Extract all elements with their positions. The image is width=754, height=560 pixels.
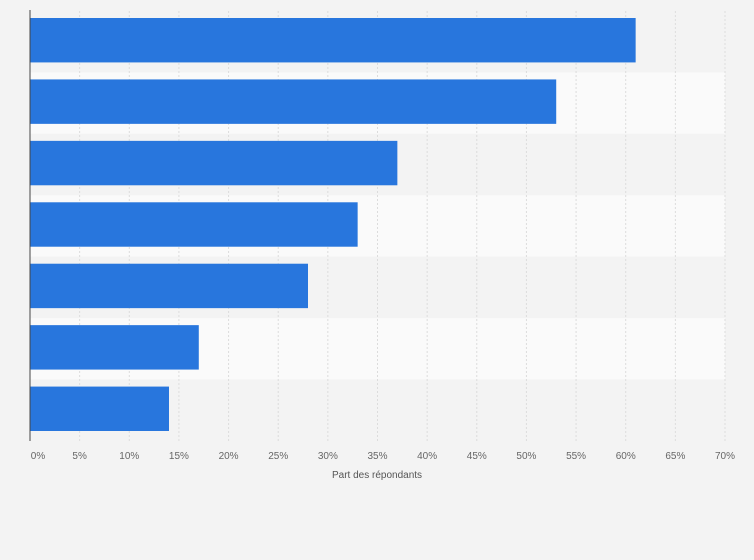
x-tick-label: 35% [367,451,387,462]
x-axis-label: Part des répondants [332,470,422,481]
x-tick-label: 25% [268,451,288,462]
bar [30,202,358,247]
bar [30,325,199,370]
x-tick-label: 70% [715,451,735,462]
x-tick-label: 20% [219,451,239,462]
x-tick-label: 30% [318,451,338,462]
x-tick-label: 0% [31,451,46,462]
x-tick-label: 15% [169,451,189,462]
x-tick-label: 5% [72,451,87,462]
bar [30,79,557,124]
x-tick-label: 55% [566,451,586,462]
bar [30,263,308,309]
x-tick-label: 45% [467,451,487,462]
bar [30,140,398,186]
bar [30,386,169,431]
x-tick-label: 65% [665,451,685,462]
x-tick-label: 40% [417,451,437,462]
x-tick-label: 10% [119,451,139,462]
x-tick-label: 50% [516,451,536,462]
bar [30,18,636,63]
x-tick-label: 60% [616,451,636,462]
